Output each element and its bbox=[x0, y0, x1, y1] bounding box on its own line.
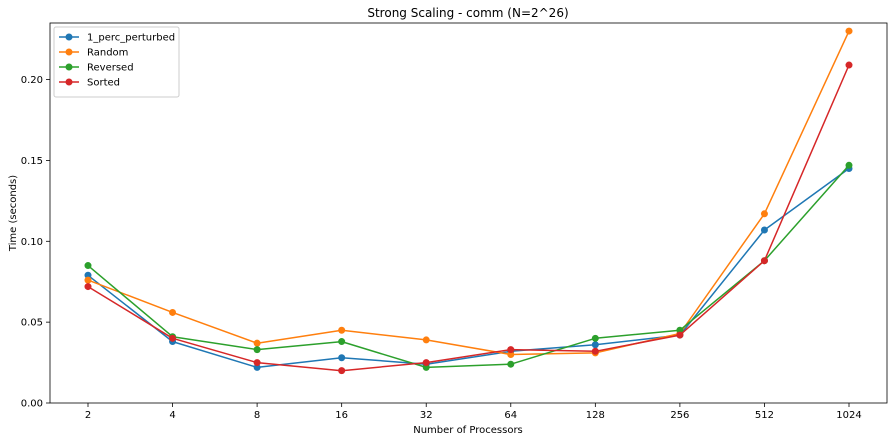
data-point bbox=[507, 346, 515, 354]
x-tick-label: 1024 bbox=[836, 410, 861, 421]
data-point bbox=[253, 359, 261, 367]
data-point bbox=[591, 334, 599, 342]
legend-marker bbox=[65, 33, 73, 41]
data-point bbox=[422, 363, 430, 371]
legend-marker bbox=[65, 78, 73, 86]
data-point bbox=[422, 359, 430, 367]
legend-label: Reversed bbox=[87, 63, 134, 74]
legend-marker bbox=[65, 63, 73, 71]
x-tick-label: 256 bbox=[670, 410, 689, 421]
legend-marker bbox=[65, 48, 73, 56]
data-point bbox=[507, 350, 515, 358]
data-point bbox=[845, 27, 853, 35]
data-point bbox=[338, 367, 346, 375]
x-tick-label: 16 bbox=[335, 410, 348, 421]
data-point bbox=[253, 339, 261, 347]
data-point bbox=[338, 326, 346, 334]
data-point bbox=[760, 210, 768, 218]
plot-frame bbox=[49, 22, 888, 404]
x-axis-title: Number of Processors bbox=[413, 425, 523, 436]
x-tick-label: 2 bbox=[85, 410, 91, 421]
data-point bbox=[422, 336, 430, 344]
y-tick-label: 0.10 bbox=[21, 237, 43, 248]
y-tick-label: 0.05 bbox=[21, 318, 43, 329]
data-point bbox=[676, 326, 684, 334]
x-tick-label: 8 bbox=[254, 410, 260, 421]
data-point bbox=[845, 161, 853, 169]
plot-area: 2 4 8 16 32 64 128 256 512 1024 0.00 0.05 0.10 0.15 0.… bbox=[21, 22, 888, 421]
series-line bbox=[87, 30, 850, 356]
legend-frame bbox=[53, 26, 180, 98]
data-point bbox=[760, 226, 768, 234]
y-axis-title: Time (seconds) bbox=[8, 175, 19, 252]
x-tick-label: 32 bbox=[420, 410, 433, 421]
data-point bbox=[84, 262, 92, 270]
legend-label: Sorted bbox=[87, 78, 120, 89]
data-point bbox=[760, 257, 768, 265]
series-line bbox=[87, 164, 850, 369]
legend: 1_perc_perturbed Random Reversed Sorted bbox=[53, 26, 180, 98]
data-point bbox=[591, 347, 599, 355]
series-line bbox=[87, 64, 850, 372]
y-tick-label: 0.00 bbox=[21, 399, 43, 410]
series-line bbox=[87, 167, 850, 369]
data-point bbox=[84, 271, 92, 279]
data-point bbox=[84, 283, 92, 291]
data-point bbox=[169, 308, 177, 316]
data-point bbox=[84, 276, 92, 284]
data-point bbox=[591, 341, 599, 349]
data-point bbox=[338, 338, 346, 346]
y-tick-label: 0.15 bbox=[21, 156, 43, 167]
legend-label: Random bbox=[87, 48, 128, 59]
data-point bbox=[845, 61, 853, 69]
data-point bbox=[676, 331, 684, 339]
data-point bbox=[253, 346, 261, 354]
y-tick-label: 0.20 bbox=[21, 75, 43, 86]
x-tick-label: 512 bbox=[755, 410, 774, 421]
data-point bbox=[338, 354, 346, 362]
x-tick-label: 4 bbox=[169, 410, 175, 421]
data-point bbox=[169, 334, 177, 342]
data-point bbox=[507, 360, 515, 368]
x-tick-label: 128 bbox=[586, 410, 605, 421]
chart-title: Strong Scaling - comm (N=2^26) bbox=[367, 6, 568, 20]
data-point bbox=[253, 363, 261, 371]
legend-label: 1_perc_perturbed bbox=[87, 33, 175, 44]
x-tick-label: 64 bbox=[504, 410, 517, 421]
